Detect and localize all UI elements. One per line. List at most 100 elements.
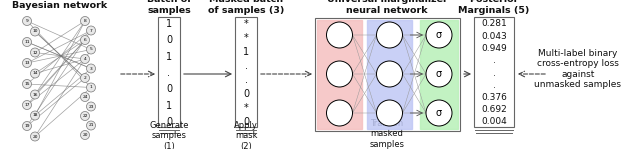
Circle shape bbox=[81, 55, 90, 63]
Text: σ: σ bbox=[436, 69, 442, 79]
Text: 15: 15 bbox=[24, 82, 30, 86]
Text: 0: 0 bbox=[243, 117, 249, 127]
Circle shape bbox=[22, 38, 31, 46]
Text: 19: 19 bbox=[24, 124, 29, 128]
Bar bbox=[367, 20, 412, 129]
Text: 0: 0 bbox=[166, 117, 172, 127]
Circle shape bbox=[31, 69, 40, 78]
Circle shape bbox=[326, 100, 353, 126]
Text: Masked batch
of samples (3): Masked batch of samples (3) bbox=[208, 0, 284, 15]
Circle shape bbox=[31, 111, 40, 120]
Circle shape bbox=[81, 17, 90, 25]
Text: *: * bbox=[244, 103, 248, 113]
Circle shape bbox=[31, 27, 40, 36]
Text: Apply
mask
(2): Apply mask (2) bbox=[234, 121, 258, 149]
Circle shape bbox=[86, 26, 95, 35]
Text: .: . bbox=[244, 75, 248, 85]
Text: 0.949: 0.949 bbox=[481, 44, 507, 53]
Text: 23: 23 bbox=[88, 104, 93, 108]
Circle shape bbox=[22, 80, 31, 89]
Circle shape bbox=[376, 22, 403, 48]
Text: 1: 1 bbox=[166, 19, 172, 29]
Circle shape bbox=[22, 59, 31, 67]
Text: 1: 1 bbox=[166, 52, 172, 62]
Text: 1: 1 bbox=[243, 47, 249, 57]
Text: 2: 2 bbox=[84, 76, 86, 80]
Circle shape bbox=[86, 83, 95, 92]
Circle shape bbox=[86, 121, 95, 130]
FancyBboxPatch shape bbox=[158, 17, 180, 127]
Text: 18: 18 bbox=[32, 114, 38, 118]
Circle shape bbox=[81, 131, 90, 139]
Text: Generate
samples
(1): Generate samples (1) bbox=[149, 121, 189, 149]
Text: 1: 1 bbox=[90, 86, 92, 90]
Text: 20: 20 bbox=[32, 135, 38, 139]
Circle shape bbox=[86, 64, 95, 73]
Text: 3: 3 bbox=[90, 66, 92, 70]
Text: .: . bbox=[493, 69, 495, 77]
Circle shape bbox=[31, 48, 40, 57]
Text: 12: 12 bbox=[32, 51, 38, 55]
Circle shape bbox=[22, 100, 31, 110]
Text: σ: σ bbox=[436, 30, 442, 40]
Text: 9: 9 bbox=[26, 19, 28, 23]
Text: 0: 0 bbox=[243, 89, 249, 99]
Text: 11: 11 bbox=[24, 40, 29, 44]
Text: 7: 7 bbox=[90, 28, 92, 32]
Text: 5: 5 bbox=[90, 48, 92, 52]
Circle shape bbox=[376, 61, 403, 87]
Circle shape bbox=[376, 100, 403, 126]
Text: 0: 0 bbox=[166, 84, 172, 94]
Text: Universal marginalizer
neural network: Universal marginalizer neural network bbox=[326, 0, 447, 15]
Text: 0.004: 0.004 bbox=[481, 118, 507, 127]
Text: 21: 21 bbox=[88, 124, 93, 128]
Circle shape bbox=[31, 132, 40, 141]
Text: 24: 24 bbox=[83, 95, 88, 99]
Circle shape bbox=[31, 90, 40, 99]
Text: 0.281: 0.281 bbox=[481, 20, 507, 28]
Text: Posterior
Marginals (5): Posterior Marginals (5) bbox=[458, 0, 530, 15]
Circle shape bbox=[426, 22, 452, 48]
Text: .: . bbox=[493, 56, 495, 65]
Circle shape bbox=[86, 45, 95, 54]
Bar bbox=[315, 18, 460, 131]
Circle shape bbox=[326, 22, 353, 48]
Text: .: . bbox=[244, 61, 248, 71]
Text: 0.692: 0.692 bbox=[481, 105, 507, 114]
Text: *: * bbox=[244, 33, 248, 43]
Text: 14: 14 bbox=[32, 72, 38, 76]
Circle shape bbox=[86, 102, 95, 111]
Text: 6: 6 bbox=[84, 38, 86, 42]
Circle shape bbox=[81, 73, 90, 83]
Text: 16: 16 bbox=[32, 93, 38, 97]
Text: .: . bbox=[493, 81, 495, 90]
FancyBboxPatch shape bbox=[235, 17, 257, 127]
Text: 17: 17 bbox=[24, 103, 29, 107]
Text: 0: 0 bbox=[166, 35, 172, 45]
Text: σ: σ bbox=[436, 108, 442, 118]
Circle shape bbox=[426, 100, 452, 126]
Text: 8: 8 bbox=[84, 19, 86, 23]
Text: 22: 22 bbox=[83, 114, 88, 118]
Bar bbox=[420, 20, 458, 129]
Text: 1: 1 bbox=[166, 101, 172, 111]
Text: Batch of
samples: Batch of samples bbox=[147, 0, 191, 15]
Text: *: * bbox=[244, 19, 248, 29]
Circle shape bbox=[22, 121, 31, 131]
Text: Multi-label binary
cross-entropy loss
against
unmasked samples: Multi-label binary cross-entropy loss ag… bbox=[534, 49, 621, 89]
Circle shape bbox=[81, 35, 90, 45]
Text: 20: 20 bbox=[83, 133, 88, 137]
Text: .: . bbox=[168, 68, 170, 78]
Circle shape bbox=[81, 111, 90, 121]
Text: Train on
masked
samples
(4): Train on masked samples (4) bbox=[369, 119, 404, 149]
Text: Bayesian network: Bayesian network bbox=[12, 0, 108, 10]
Circle shape bbox=[426, 61, 452, 87]
Circle shape bbox=[81, 93, 90, 101]
Bar bbox=[317, 20, 362, 129]
Circle shape bbox=[326, 61, 353, 87]
Circle shape bbox=[22, 17, 31, 25]
Text: 10: 10 bbox=[32, 30, 38, 34]
Text: 0.043: 0.043 bbox=[481, 32, 507, 41]
Text: 4: 4 bbox=[84, 57, 86, 61]
Bar bbox=[474, 17, 514, 127]
